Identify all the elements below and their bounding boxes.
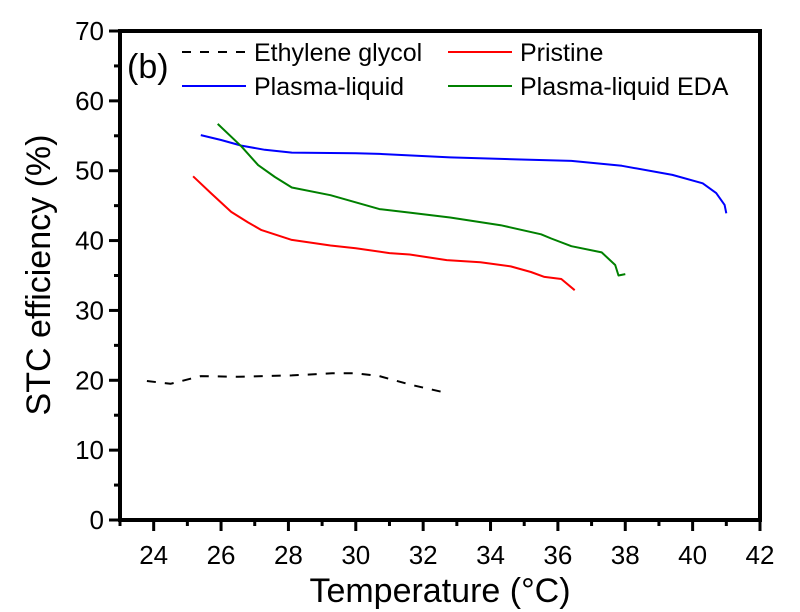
panel-label: (b) [127,48,169,86]
legend-label-ethylene-glycol: Ethylene glycol [254,39,422,67]
legend: Ethylene glycol Pristine Plasma-liquid Plas… [182,39,729,101]
y-tick-label: 30 [75,295,104,325]
legend-label-plasma-liquid: Plasma-liquid [254,73,404,101]
x-tick-label: 30 [341,540,370,570]
y-tick-label: 40 [75,226,104,256]
y-tick-label: 20 [75,365,104,395]
y-tick-label: 70 [75,16,104,46]
x-tick-label: 28 [274,540,303,570]
x-axis-title: Temperature (°C) [309,572,570,610]
x-tick-label: 38 [611,540,640,570]
series-line-pristine [192,175,576,291]
y-axis-title: STC efficiency (%) [20,135,58,416]
series-line-ethylene-glycol [146,372,444,394]
x-tick-label: 36 [543,540,572,570]
x-tick-label: 26 [207,540,236,570]
x-tick-label: 24 [139,540,168,570]
y-tick-label: 10 [75,435,104,465]
legend-label-pristine: Pristine [520,39,603,67]
axis-ticks: 24 26 28 30 32 34 36 38 40 42 0 10 20 30 40 50 60 70 [75,16,774,570]
y-tick-label: 50 [75,156,104,186]
x-tick-label: 32 [409,540,438,570]
x-tick-label: 40 [678,540,707,570]
y-tick-label: 60 [75,86,104,116]
plot-frame [118,29,762,522]
x-tick-label: 34 [476,540,505,570]
series-group [146,123,728,394]
legend-label-plasma-liquid-eda: Plasma-liquid EDA [520,73,729,101]
series-line-plasma-liquid-eda [217,123,626,277]
x-tick-label: 42 [746,540,775,570]
series-line-plasma-liquid [200,134,728,214]
y-tick-label: 0 [90,505,104,535]
